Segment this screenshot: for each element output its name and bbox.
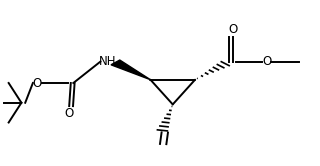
Text: O: O [262, 55, 271, 68]
Text: O: O [229, 23, 238, 36]
Polygon shape [111, 60, 150, 80]
Text: O: O [65, 107, 74, 120]
Text: O: O [33, 77, 42, 89]
Text: NH: NH [99, 55, 116, 68]
